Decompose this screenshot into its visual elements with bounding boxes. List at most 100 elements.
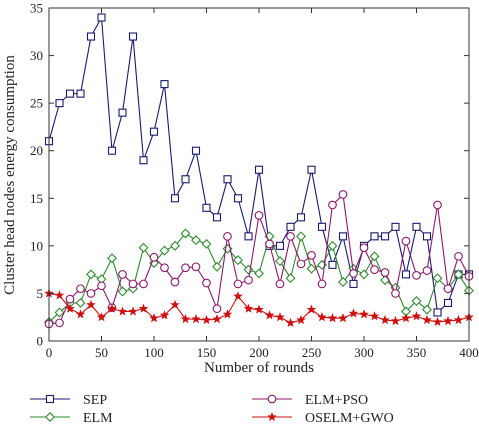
data-point-elm: [453, 269, 464, 280]
data-point-oselm-gwo: [453, 315, 464, 325]
data-point-elm-pso: [233, 279, 243, 289]
data-point-elm-pso: [433, 200, 442, 210]
data-point-elm: [327, 240, 338, 251]
data-point-oselm-gwo: [149, 313, 159, 323]
data-point-sep: [139, 156, 148, 165]
data-point-oselm-gwo: [233, 291, 243, 301]
data-point-elm-pso: [349, 269, 358, 278]
data-point-oselm-gwo: [117, 306, 128, 316]
data-point-oselm-gwo: [317, 312, 327, 322]
data-point-sep: [296, 213, 306, 222]
legend-item-oselm-gwo: OSELM+GWO: [252, 411, 394, 426]
data-point-oselm-gwo: [75, 309, 86, 319]
data-point-oselm-gwo: [327, 313, 338, 323]
data-point-oselm-gwo: [138, 303, 149, 313]
data-point-elm-pso: [55, 318, 64, 328]
data-point-sep: [223, 175, 232, 184]
data-point-sep: [118, 108, 127, 117]
data-point-elm-pso: [223, 231, 232, 241]
data-point-elm-pso: [191, 262, 201, 272]
plot-area: [44, 13, 474, 329]
legend-label: OSELM+GWO: [305, 411, 394, 426]
x-tick-label: 400: [459, 345, 479, 360]
legend-item-elm: ELM: [30, 411, 113, 426]
data-point-oselm-gwo: [275, 312, 285, 322]
data-point-elm: [233, 255, 243, 266]
data-point-elm-pso: [149, 252, 159, 262]
data-point-elm: [117, 286, 128, 297]
data-point-elm: [422, 304, 432, 315]
y-axis-label: Cluster head nodes energy consumption: [2, 55, 18, 295]
data-point-elm-pso: [296, 259, 306, 269]
data-point-elm-pso: [338, 190, 348, 199]
data-point-elm: [54, 307, 65, 318]
data-point-elm-pso: [370, 265, 379, 274]
series-line-sep: [48, 15, 469, 314]
data-point-sep: [128, 32, 138, 41]
data-point-sep: [286, 222, 295, 231]
data-point-sep: [391, 222, 400, 231]
data-point-sep: [317, 222, 327, 231]
legend-label: ELM+PSO: [305, 393, 368, 408]
data-point-elm-pso: [65, 294, 75, 304]
data-point-oselm-gwo: [369, 311, 380, 321]
data-point-sep: [349, 279, 358, 288]
series-oselm-gwo: [44, 288, 474, 327]
data-point-elm-pso: [254, 211, 264, 220]
data-point-elm: [75, 297, 86, 308]
data-point-elm: [107, 253, 117, 264]
legend-marker: [45, 412, 55, 422]
data-point-oselm-gwo: [443, 315, 453, 326]
data-point-elm: [159, 245, 170, 256]
data-point-elm-pso: [443, 284, 453, 294]
data-point-elm: [201, 238, 212, 249]
data-point-elm-pso: [422, 266, 432, 275]
data-point-elm-pso: [286, 231, 295, 241]
data-point-sep: [181, 175, 190, 184]
legend-item-sep: SEP: [30, 393, 107, 408]
data-point-elm: [212, 261, 222, 272]
x-tick-label: 0: [46, 345, 53, 360]
data-point-oselm-gwo: [296, 315, 306, 325]
data-point-oselm-gwo: [380, 315, 390, 325]
data-point-oselm-gwo: [180, 314, 191, 324]
data-point-oselm-gwo: [285, 317, 296, 327]
y-tick-label: 20: [30, 143, 43, 158]
data-point-oselm-gwo: [264, 310, 275, 320]
data-point-sep: [254, 165, 264, 174]
x-axis-label: Number of rounds: [204, 360, 314, 376]
data-point-elm-pso: [97, 281, 106, 291]
x-tick-label: 150: [197, 345, 217, 360]
data-point-oselm-gwo: [338, 313, 348, 323]
data-point-sep: [233, 194, 243, 203]
data-point-sep: [76, 89, 85, 98]
data-point-elm-pso: [391, 289, 400, 298]
data-point-elm-pso: [265, 239, 274, 249]
axes: 0 50 100 150 200 250 300 350 400 0 5 10 15 20 25 30 35: [30, 1, 479, 361]
y-tick-label: 30: [30, 48, 43, 63]
legend-item-elm-pso: ELM+PSO: [252, 393, 368, 408]
data-point-oselm-gwo: [422, 315, 432, 325]
data-point-elm-pso: [76, 284, 85, 294]
data-point-elm: [180, 228, 191, 239]
data-point-elm: [432, 273, 443, 284]
data-point-sep: [433, 308, 442, 317]
data-point-sep: [328, 260, 337, 269]
y-tick-label: 0: [37, 334, 44, 349]
data-point-oselm-gwo: [96, 312, 107, 322]
data-point-elm-pso: [317, 279, 327, 289]
data-point-oselm-gwo: [212, 314, 222, 324]
data-point-sep: [160, 80, 169, 89]
data-point-elm: [275, 256, 285, 267]
data-point-elm-pso: [412, 271, 421, 280]
data-point-elm: [285, 273, 296, 284]
data-point-elm-pso: [170, 277, 180, 287]
data-point-sep: [170, 194, 180, 203]
data-point-sep: [107, 146, 117, 155]
data-point-oselm-gwo: [359, 309, 369, 319]
data-point-oselm-gwo: [107, 303, 117, 313]
data-point-oselm-gwo: [243, 303, 254, 313]
data-point-sep: [149, 127, 159, 136]
data-point-oselm-gwo: [201, 315, 212, 325]
